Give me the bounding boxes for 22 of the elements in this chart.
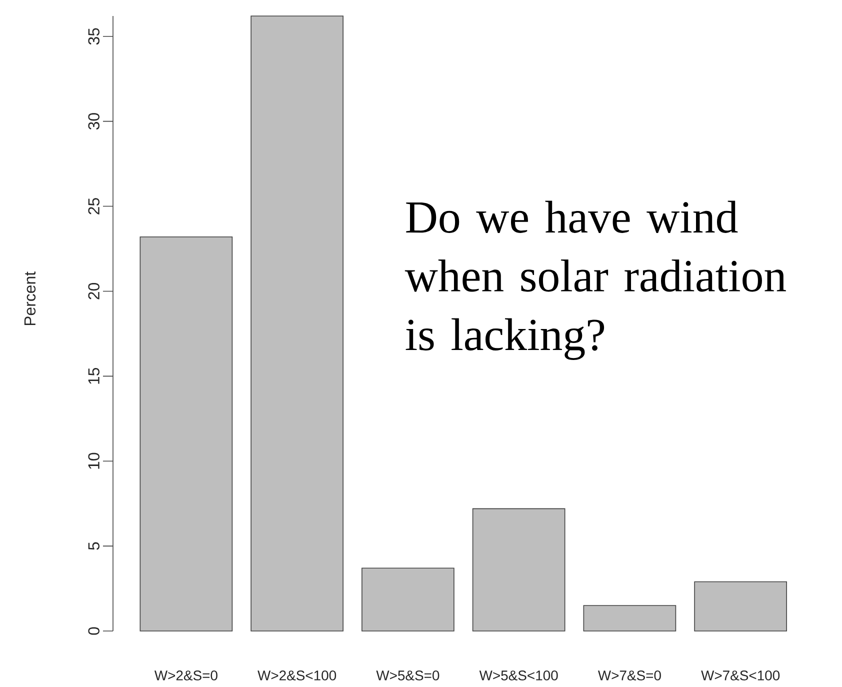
y-tick-label: 20 (88, 282, 100, 300)
y-tick-label: 5 (88, 542, 100, 550)
bar (583, 605, 676, 632)
bar (362, 568, 454, 632)
y-tick-label: 35 (88, 28, 100, 45)
bar (140, 236, 233, 632)
x-tick-label: W>7&S=0 (598, 670, 661, 680)
x-tick-label: W>2&S=0 (154, 670, 218, 680)
bar (694, 581, 787, 632)
y-tick-label: 10 (88, 452, 100, 469)
y-tick-label: 30 (88, 113, 100, 130)
y-tick-label: 15 (88, 368, 100, 384)
y-tick-label: 25 (88, 198, 100, 214)
x-tick-label: W>7&S<100 (701, 670, 780, 680)
x-tick-label: W>5&S=0 (376, 670, 440, 680)
x-tick-label: W>5&S<100 (479, 670, 558, 680)
x-tick-label: W>2&S<100 (258, 670, 336, 680)
y-tick-label: 0 (88, 627, 100, 635)
bar (250, 16, 344, 632)
annotation: Do we have wind when solar radiation is lacking? (404, 200, 786, 360)
bar (472, 508, 566, 632)
y-axis-title: Percent (24, 272, 36, 326)
